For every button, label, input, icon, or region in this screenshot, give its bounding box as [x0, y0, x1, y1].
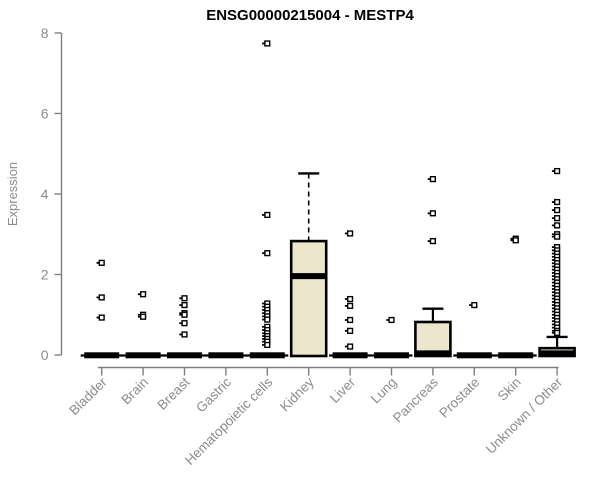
y-tick-label: 6 [41, 106, 49, 122]
outlier-point-unknown-other [554, 215, 561, 222]
outlier-point-breast [181, 295, 188, 302]
y-tick-label: 4 [41, 186, 49, 202]
outlier-point-liver [347, 343, 354, 350]
x-category-label: Pancreas [390, 374, 441, 425]
outlier-point-breast [181, 311, 188, 318]
outlier-point-pancreas [429, 210, 437, 217]
chart-title: ENSG00000215004 - MESTP4 [206, 7, 414, 24]
outlier-point-liver [347, 302, 354, 309]
outlier-point-brain [139, 291, 147, 298]
outlier-point-hematopoietic-cells [264, 211, 271, 219]
x-category-label: Prostate [436, 375, 482, 421]
x-category-label: Gastric [193, 374, 234, 415]
collapsed-box-brain [125, 352, 161, 359]
outlier-point-lung [388, 316, 395, 324]
x-category-label: Breast [154, 374, 192, 412]
x-category-label: Skin [495, 375, 524, 404]
outlier-point-unknown-other [554, 233, 561, 240]
outlier-point-hematopoietic-cells [264, 40, 271, 47]
x-category-label: Lung [368, 375, 400, 407]
x-category-label: Unknown / Other [483, 374, 566, 457]
collapsed-box-breast [167, 352, 202, 359]
outlier-point-hematopoietic-cells [264, 250, 271, 257]
outlier-point-brain [139, 313, 147, 320]
outlier-point-unknown-other [554, 198, 561, 206]
outlier-point-unknown-other [554, 329, 561, 336]
collapsed-box-lung [374, 352, 409, 359]
outlier-point-hematopoietic-cells [264, 316, 271, 323]
x-category-label: Liver [327, 374, 359, 406]
outlier-point-liver [347, 295, 354, 303]
x-category-label: Bladder [66, 374, 110, 418]
x-category-label: Kidney [277, 374, 317, 414]
outlier-point-hematopoietic-cells [264, 341, 271, 349]
collapsed-box-gastric [208, 352, 244, 359]
outlier-point-liver [347, 327, 354, 334]
box-pancreas [414, 320, 452, 358]
collapsed-box-liver [332, 352, 368, 359]
y-axis-label: Expression [5, 162, 20, 226]
outlier-point-unknown-other [554, 167, 561, 175]
collapsed-box-hematopoietic-cells [249, 352, 285, 359]
collapsed-box-bladder [84, 352, 120, 359]
outlier-point-liver [347, 230, 354, 237]
outlier-point-skin [512, 237, 519, 244]
outlier-point-pancreas [429, 176, 437, 183]
outlier-point-bladder [98, 294, 105, 301]
y-tick-label: 2 [41, 267, 49, 283]
outlier-point-breast [181, 331, 188, 338]
collapsed-box-prostate [456, 352, 492, 359]
box-kidney [289, 239, 328, 358]
outlier-point-liver [347, 316, 354, 324]
outlier-point-breast [181, 320, 188, 327]
y-tick-label: 8 [41, 25, 49, 41]
outlier-point-prostate [471, 301, 478, 309]
outlier-point-bladder [98, 314, 105, 321]
outlier-point-bladder [98, 259, 105, 266]
x-category-label: Brain [118, 375, 151, 408]
outlier-point-unknown-other [554, 222, 561, 229]
y-tick-label: 0 [41, 347, 49, 363]
outlier-point-pancreas [429, 237, 437, 245]
collapsed-box-skin [498, 352, 534, 359]
outlier-point-breast [181, 301, 188, 309]
outlier-point-unknown-other [554, 206, 561, 214]
